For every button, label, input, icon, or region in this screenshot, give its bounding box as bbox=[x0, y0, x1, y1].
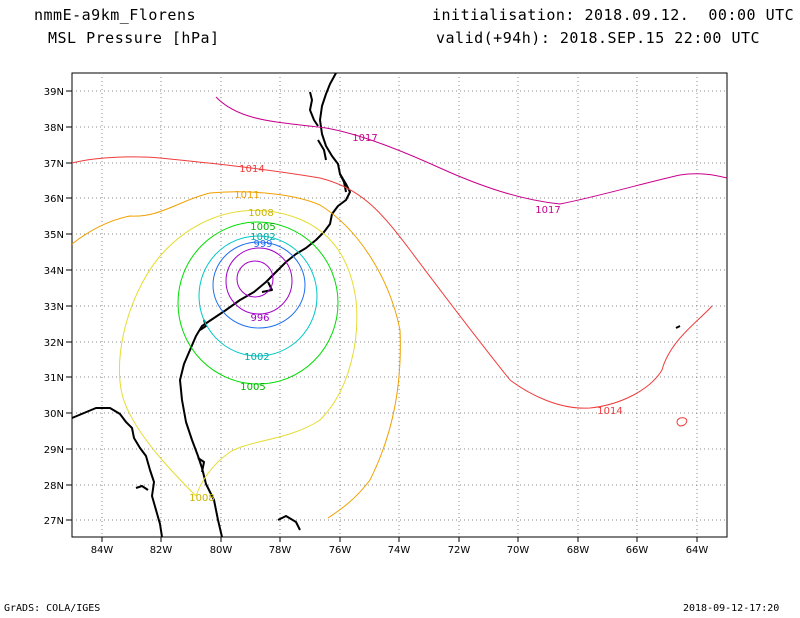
isobar-999 bbox=[212, 241, 306, 329]
lon-label: 74W bbox=[388, 545, 411, 556]
lat-label: 35N bbox=[44, 230, 64, 241]
contour-label: 999 bbox=[253, 239, 272, 250]
isobar-1002 bbox=[198, 235, 318, 357]
lon-label: 64W bbox=[686, 545, 709, 556]
lat-label: 38N bbox=[44, 123, 64, 134]
isobar-993 bbox=[236, 260, 274, 298]
isobar-996 bbox=[225, 247, 293, 315]
lat-label: 33N bbox=[44, 302, 64, 313]
contour-label: 1014 bbox=[597, 406, 622, 417]
lat-label: 39N bbox=[44, 87, 64, 98]
isobar-1005 bbox=[177, 221, 339, 385]
lon-label: 72W bbox=[448, 545, 471, 556]
contour-label: 1008 bbox=[189, 493, 214, 504]
lat-label: 31N bbox=[44, 373, 64, 384]
lon-label: 68W bbox=[567, 545, 590, 556]
isobar-1008 bbox=[119, 209, 358, 497]
lat-lon-grid bbox=[72, 73, 727, 537]
contour-label: 996 bbox=[250, 313, 269, 324]
lat-label: 27N bbox=[44, 516, 64, 527]
lon-label: 82W bbox=[150, 545, 173, 556]
lat-label: 28N bbox=[44, 481, 64, 492]
longitude-labels: 84W 82W 80W 78W 76W 74W 72W 70W 68W 66W … bbox=[91, 545, 709, 556]
isobar-1014 bbox=[71, 156, 713, 409]
footer-credit: GrADS: COLA/IGES bbox=[4, 603, 101, 614]
lon-label: 80W bbox=[210, 545, 233, 556]
lat-label: 32N bbox=[44, 338, 64, 349]
contour-labels: 1017 1017 1014 1014 1011 1008 1008 1005 … bbox=[189, 133, 622, 504]
lon-label: 70W bbox=[507, 545, 530, 556]
lat-label: 37N bbox=[44, 159, 64, 170]
isobar-1011 bbox=[71, 191, 401, 519]
contour-label: 1002 bbox=[250, 232, 275, 243]
field-name: MSL Pressure [hPa] bbox=[48, 29, 220, 47]
lon-label: 84W bbox=[91, 545, 114, 556]
isobar-1014-small bbox=[676, 417, 688, 427]
lon-label: 66W bbox=[626, 545, 649, 556]
contour-label: 1014 bbox=[239, 164, 264, 175]
contour-label: 1005 bbox=[240, 382, 265, 393]
contour-label: 1002 bbox=[244, 352, 269, 363]
contour-label: 1011 bbox=[234, 190, 259, 201]
isobars bbox=[71, 96, 728, 519]
contour-label: 1008 bbox=[248, 208, 273, 219]
lat-label: 36N bbox=[44, 194, 64, 205]
model-name: nmmE-a9km_Florens bbox=[34, 6, 197, 24]
latitude-labels: 39N 38N 37N 36N 35N 34N 33N 32N 31N 30N … bbox=[44, 87, 64, 527]
contour-label: 1017 bbox=[352, 133, 377, 144]
lat-label: 29N bbox=[44, 445, 64, 456]
init-time: initialisation: 2018.09.12. 00:00 UTC bbox=[432, 6, 795, 24]
lon-label: 76W bbox=[329, 545, 352, 556]
contour-label: 1005 bbox=[250, 222, 275, 233]
lon-label: 78W bbox=[269, 545, 292, 556]
lat-label: 30N bbox=[44, 409, 64, 420]
footer-timestamp: 2018-09-12-17:20 bbox=[683, 603, 780, 614]
contour-label: 1017 bbox=[535, 205, 560, 216]
axis-ticks bbox=[66, 90, 698, 542]
isobar-1017 bbox=[215, 96, 728, 205]
lat-label: 34N bbox=[44, 266, 64, 277]
valid-time: valid(+94h): 2018.SEP.15 22:00 UTC bbox=[436, 29, 761, 47]
